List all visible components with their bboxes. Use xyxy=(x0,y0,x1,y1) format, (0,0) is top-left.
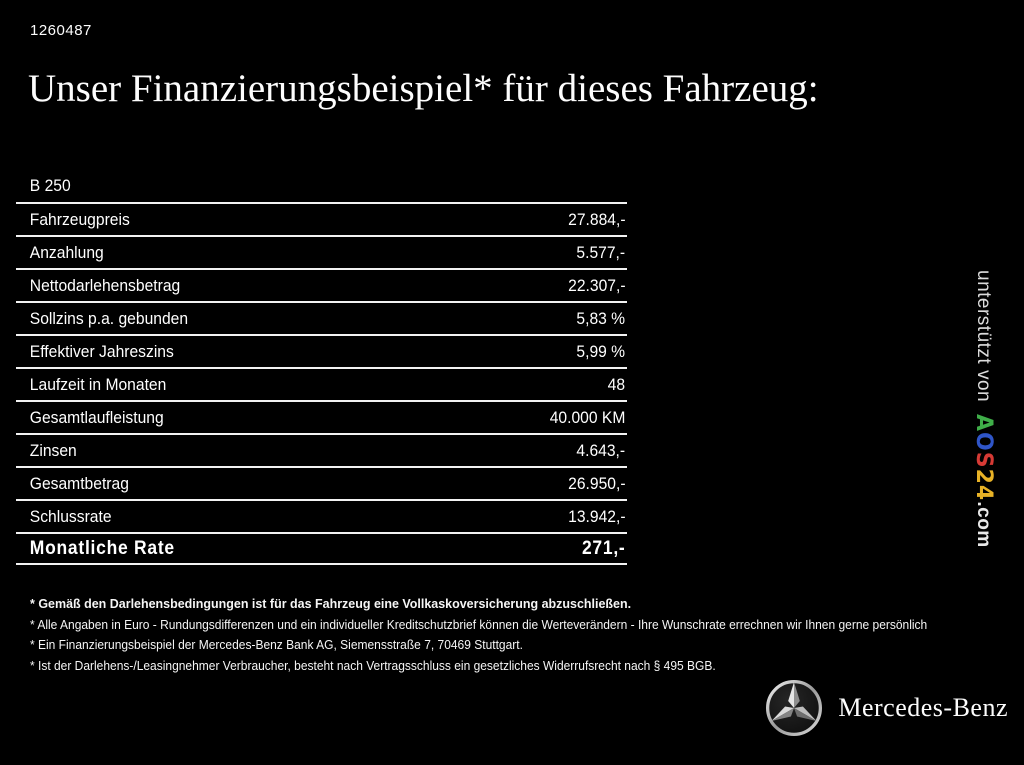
footnote-line: * Alle Angaben in Euro - Rundungsdiffere… xyxy=(30,617,928,632)
financing-table-body: Fahrzeugpreis 27.884,- Anzahlung 5.577,- Net… xyxy=(16,202,627,532)
row-label: Schlussrate xyxy=(29,506,112,526)
footnote-line: * Ist der Darlehens-/Leasingnehmer Verbr… xyxy=(30,658,716,673)
footnotes: * Gemäß den Darlehensbedingungen ist für… xyxy=(30,594,965,676)
aos24-letter: 4 xyxy=(971,485,996,502)
table-row: Anzahlung 5.577,- xyxy=(16,235,627,268)
supporter-suffix: .com xyxy=(973,501,994,548)
row-label: Gesamtlaufleistung xyxy=(29,407,164,427)
table-row: Effektiver Jahreszins 5,99 % xyxy=(16,334,627,367)
row-label: Nettodarlehensbetrag xyxy=(29,275,181,295)
aos24-logo: AOS24 xyxy=(971,402,996,501)
aos24-letter: O xyxy=(971,432,996,452)
table-row: Gesamtbetrag 26.950,- xyxy=(16,466,627,499)
aos24-letter: S xyxy=(971,451,996,469)
table-row: Gesamtlaufleistung 40.000 KM xyxy=(16,400,627,433)
row-value: 13.942,- xyxy=(567,506,626,526)
supporter-banner: unterstützt vonAOS24.com xyxy=(971,270,996,548)
footnote-line: * Ein Finanzierungsbeispiel der Mercedes… xyxy=(30,638,523,652)
footnote-line: * Gemäß den Darlehensbedingungen ist für… xyxy=(30,596,632,611)
page-title: Unser Finanzierungsbeispiel* für dieses … xyxy=(28,67,819,110)
row-value: 26.950,- xyxy=(567,473,626,493)
table-row: Zinsen 4.643,- xyxy=(16,433,627,466)
total-row-label: Monatliche Rate xyxy=(29,537,175,559)
row-value: 5,99 % xyxy=(576,341,626,361)
row-label: Fahrzeugpreis xyxy=(29,209,130,229)
table-row-total: Monatliche Rate 271,- xyxy=(16,532,627,565)
aos24-letter: A xyxy=(971,414,996,433)
row-label: Zinsen xyxy=(29,440,77,460)
row-value: 40.000 KM xyxy=(549,407,626,427)
row-value: 4.643,- xyxy=(576,440,626,460)
row-label: Anzahlung xyxy=(29,242,104,262)
row-value: 5,83 % xyxy=(576,308,626,328)
table-row: Nettodarlehensbetrag 22.307,- xyxy=(16,268,627,301)
row-label: Sollzins p.a. gebunden xyxy=(29,308,189,328)
financing-table: B 250 Fahrzeugpreis 27.884,- Anzahlung 5.57… xyxy=(16,170,627,565)
mercedes-star-icon xyxy=(766,680,823,736)
document-id: 1260487 xyxy=(30,22,92,39)
brand-name: Mercedes-Benz xyxy=(838,693,1008,722)
table-row: Sollzins p.a. gebunden 5,83 % xyxy=(16,301,627,334)
table-row: Fahrzeugpreis 27.884,- xyxy=(16,202,627,235)
aos24-letter: 2 xyxy=(971,468,996,486)
vehicle-model: B 250 xyxy=(29,176,71,195)
brand-footer: Mercedes-Benz xyxy=(764,678,1008,738)
total-row-value: 271,- xyxy=(581,537,626,559)
table-row: Laufzeit in Monaten 48 xyxy=(16,367,627,400)
row-value: 48 xyxy=(607,374,626,394)
row-value: 27.884,- xyxy=(567,209,626,229)
row-label: Effektiver Jahreszins xyxy=(29,341,174,361)
table-row-model: B 250 xyxy=(16,170,627,202)
table-row: Schlussrate 13.942,- xyxy=(16,499,627,532)
row-label: Laufzeit in Monaten xyxy=(29,374,167,394)
row-label: Gesamtbetrag xyxy=(29,473,129,493)
row-value: 5.577,- xyxy=(576,242,626,262)
supporter-prefix: unterstützt von xyxy=(973,270,994,403)
row-value: 22.307,- xyxy=(567,275,626,295)
